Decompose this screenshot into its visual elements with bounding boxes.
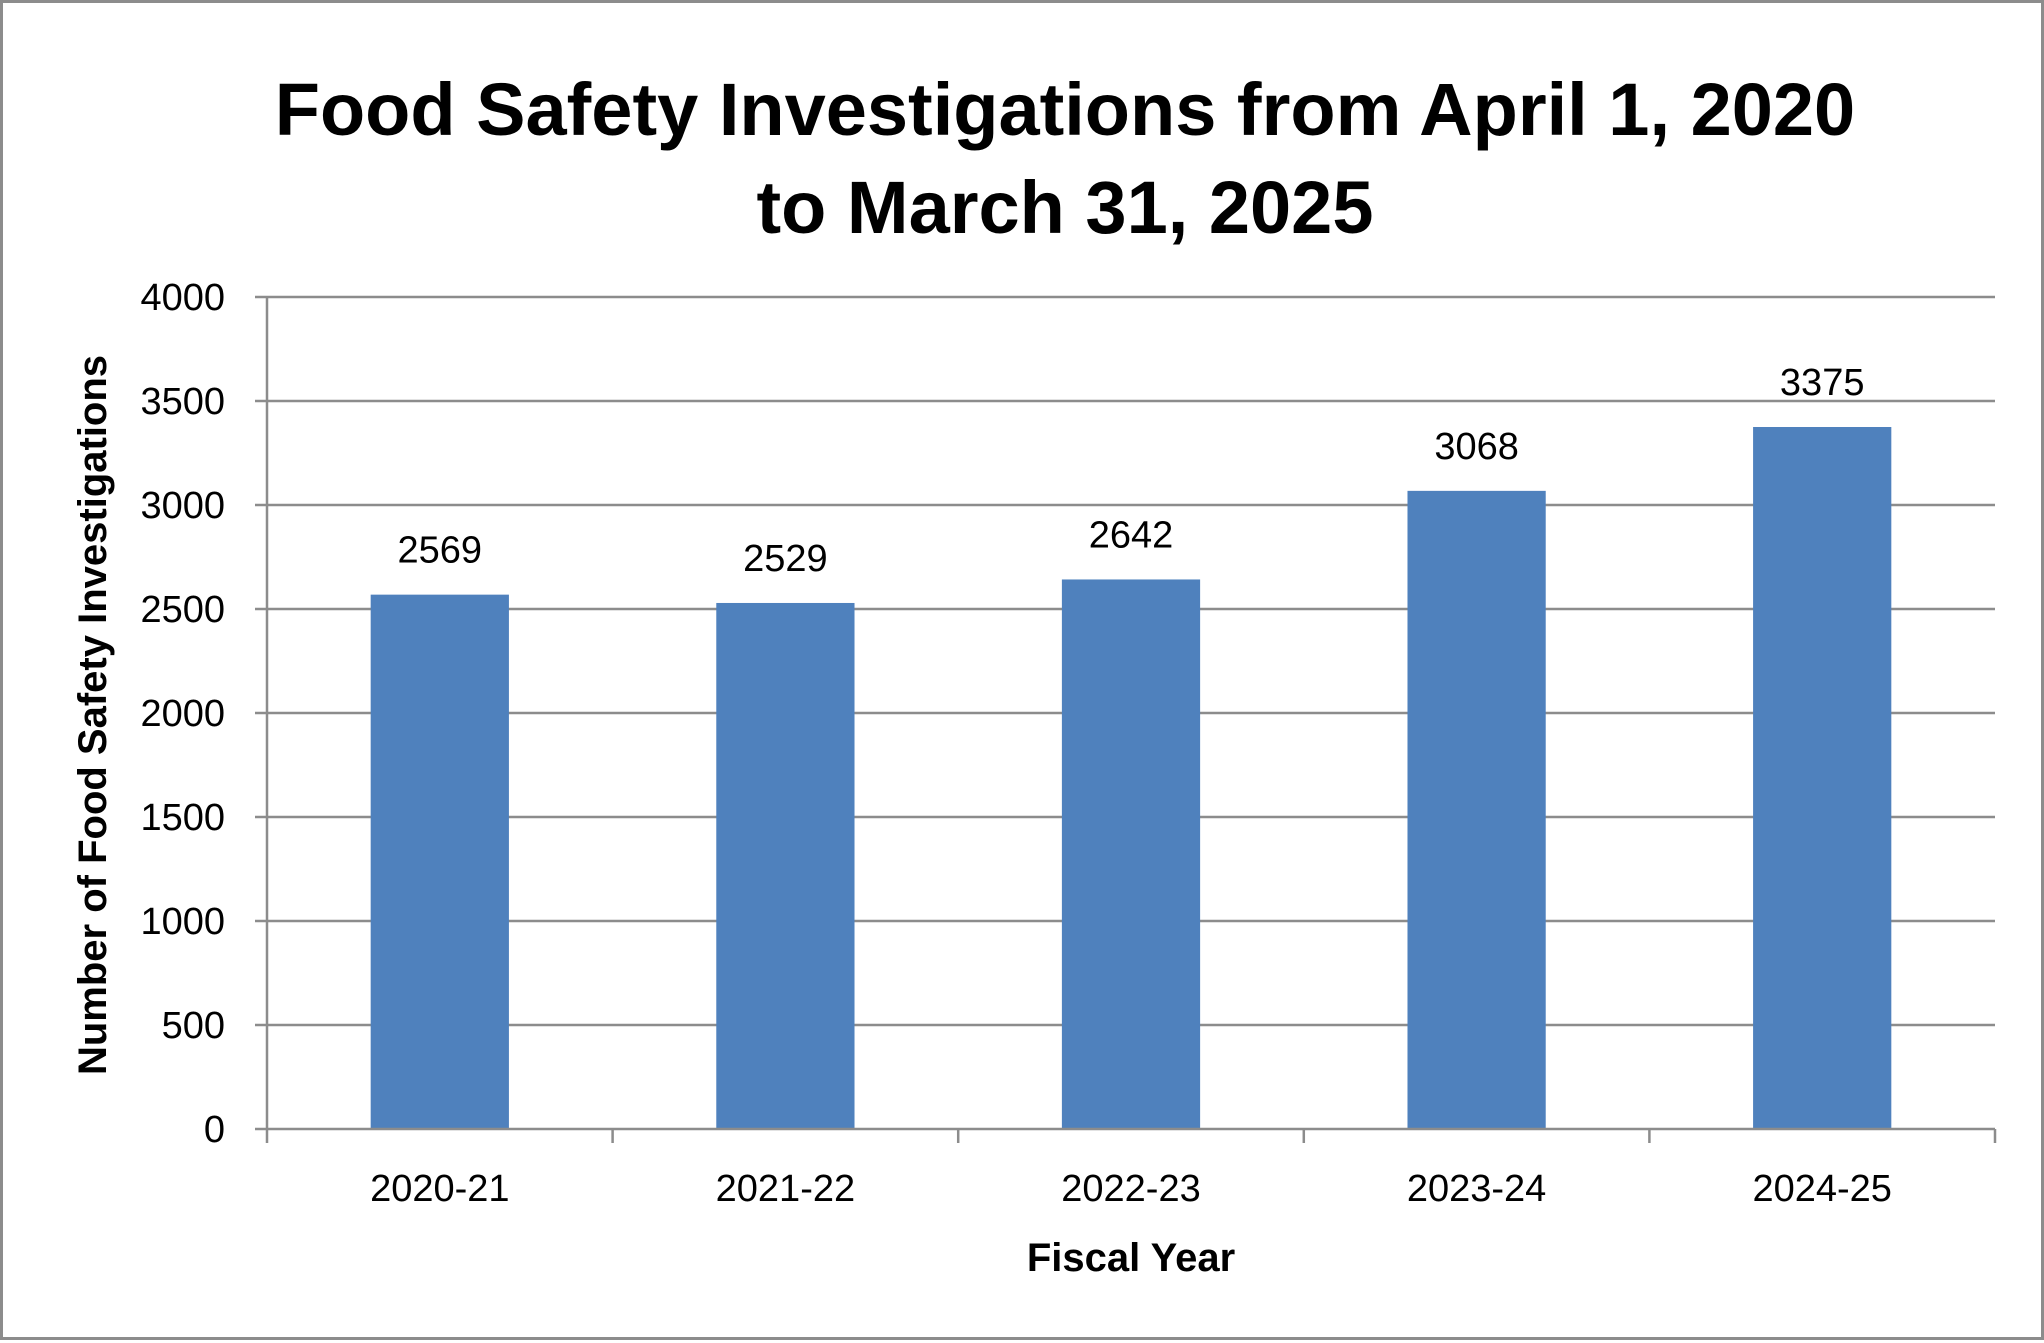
bar-2020-21 (370, 594, 509, 1129)
data-label: 2529 (743, 538, 828, 580)
data-label: 2569 (398, 530, 483, 572)
data-labels: 2569 2529 2642 3068 3375 (398, 362, 1865, 580)
data-label: 3375 (1780, 362, 1865, 404)
bar-chart: Food Safety Investigations from April 1,… (71, 68, 1997, 1280)
bar-2021-22 (716, 602, 855, 1129)
x-tick-label: 2022-23 (1061, 1168, 1200, 1210)
y-axis-title: Number of Food Safety Investigations (71, 355, 115, 1075)
x-tick-label: 2021-22 (716, 1168, 855, 1210)
y-tick-label: 2000 (140, 693, 225, 735)
bar-2022-23 (1061, 579, 1201, 1129)
bar-2023-24 (1407, 490, 1546, 1130)
bars (370, 427, 1892, 1130)
data-label: 2642 (1089, 514, 1174, 556)
y-tick-label: 1000 (140, 901, 225, 943)
x-tick-label: 2023-24 (1407, 1168, 1546, 1210)
y-tick-label: 3500 (140, 381, 225, 423)
chart-title-line-2: to March 31, 2025 (757, 166, 1374, 249)
y-tick-label: 0 (204, 1109, 225, 1151)
y-tick-label: 4000 (140, 277, 225, 319)
y-tick-label: 2500 (140, 589, 225, 631)
chart-title-line-1: Food Safety Investigations from April 1,… (275, 68, 1855, 151)
y-tick-label: 500 (162, 1005, 225, 1047)
y-tick-labels: 0 500 1000 1500 2000 2500 3000 3500 4000 (140, 277, 225, 1151)
x-axis-title: Fiscal Year (1027, 1236, 1235, 1280)
x-tick-label: 2024-25 (1752, 1168, 1891, 1210)
x-tick-label: 2020-21 (370, 1168, 509, 1210)
data-label: 3068 (1434, 426, 1519, 468)
y-tick-label: 3000 (140, 485, 225, 527)
x-tick-labels: 2020-21 2021-22 2022-23 2023-24 2024-25 (370, 1168, 1892, 1210)
bar-2024-25 (1753, 427, 1892, 1129)
y-tick-label: 1500 (140, 797, 225, 839)
axes (255, 295, 1997, 1143)
